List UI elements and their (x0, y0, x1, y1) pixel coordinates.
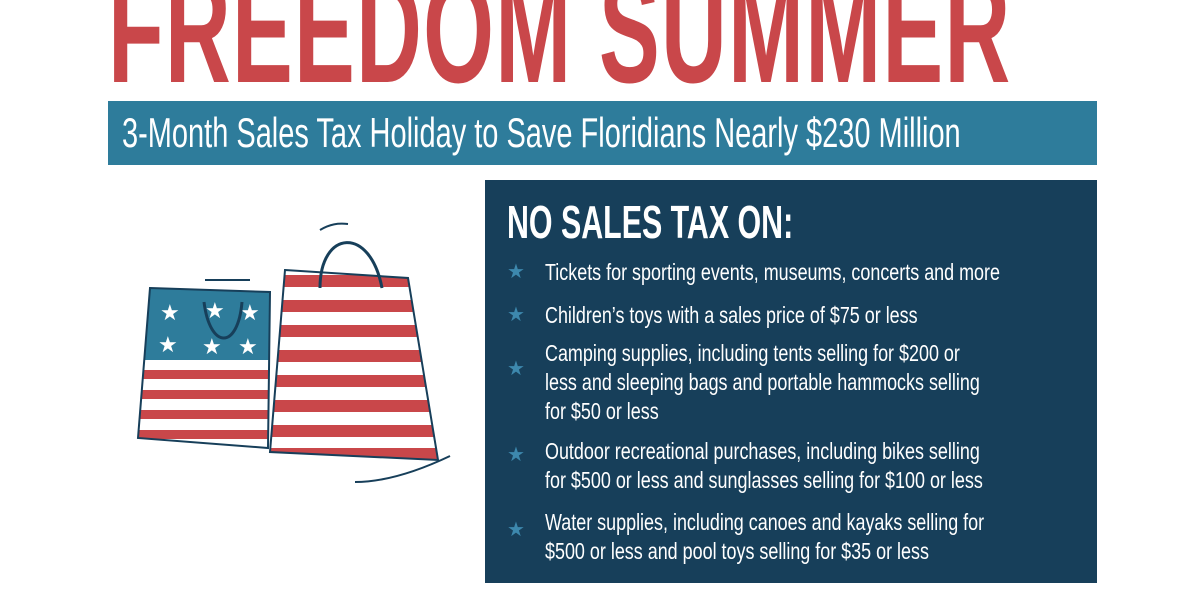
list-item-text: Water supplies, including canoes and kay… (545, 509, 985, 564)
star-icon: ★ (507, 304, 525, 326)
star-icon: ★ (507, 519, 525, 541)
svg-text:★: ★ (205, 299, 225, 324)
svg-text:★: ★ (238, 335, 258, 360)
star-icon: ★ (507, 358, 525, 380)
list-item-text: Children’s toys with a sales price of $7… (545, 302, 918, 328)
svg-text:★: ★ (202, 335, 222, 360)
title: FREEDOM SUMMER (108, 0, 1012, 115)
list-item-text: Outdoor recreational purchases, includin… (545, 438, 983, 493)
no-sales-tax-panel: NO SALES TAX ON: ★ Tickets for sporting … (485, 180, 1097, 583)
svg-text:★: ★ (158, 333, 178, 358)
star-icon: ★ (507, 261, 525, 283)
star-icon: ★ (507, 444, 525, 466)
list-item-text: Tickets for sporting events, museums, co… (545, 259, 1000, 285)
shopping-bags-illustration: ★ ★ ★ ★ ★ ★ (136, 222, 451, 483)
svg-text:★: ★ (240, 301, 260, 326)
list-item-text: Camping supplies, including tents sellin… (545, 340, 980, 424)
svg-text:★: ★ (160, 301, 180, 326)
subtitle: 3-Month Sales Tax Holiday to Save Florid… (122, 109, 961, 156)
panel-heading: NO SALES TAX ON: (507, 196, 794, 248)
subtitle-banner: 3-Month Sales Tax Holiday to Save Florid… (108, 101, 1097, 165)
